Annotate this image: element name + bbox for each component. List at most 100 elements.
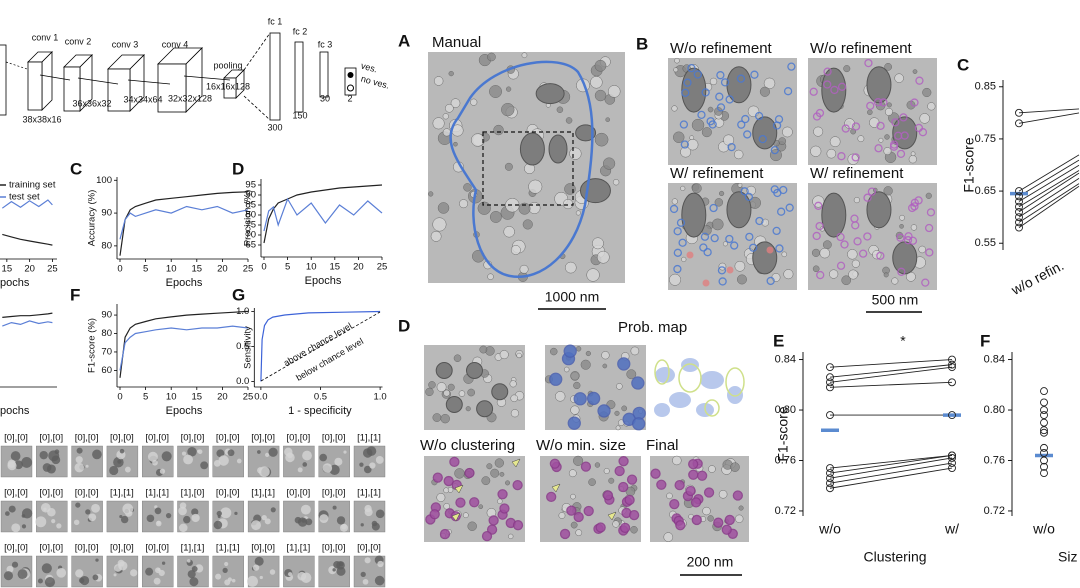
texture — [663, 532, 674, 542]
texture — [147, 451, 158, 462]
label: [1],[1] — [357, 488, 381, 499]
marker — [686, 251, 694, 259]
pair-line — [1018, 177, 1080, 218]
texture — [922, 87, 932, 98]
texture — [425, 387, 434, 397]
pair-line — [1018, 170, 1080, 208]
marker — [864, 58, 873, 68]
texture — [910, 224, 918, 231]
label: 0.55 — [975, 237, 996, 249]
texture — [155, 520, 162, 527]
marker — [897, 267, 906, 276]
label: [1],[1] — [145, 488, 169, 499]
texture — [857, 135, 865, 143]
texture — [269, 569, 276, 575]
marker — [755, 216, 764, 226]
data-point — [1040, 411, 1048, 420]
texture — [465, 406, 471, 412]
marker — [891, 118, 900, 127]
marker — [750, 70, 759, 79]
organelle — [681, 192, 707, 238]
texture — [673, 67, 679, 73]
marker — [617, 357, 631, 371]
label: 70 — [101, 346, 112, 357]
marker — [716, 103, 726, 112]
label: w/o — [1032, 521, 1055, 537]
marker — [690, 497, 702, 508]
texture — [501, 102, 515, 117]
texture — [737, 182, 743, 188]
series-line — [260, 310, 381, 382]
organelle — [821, 67, 847, 113]
texture — [302, 462, 308, 467]
texture — [733, 149, 744, 160]
pair-line — [829, 454, 953, 469]
manual-outline — [449, 60, 594, 279]
organelle — [491, 383, 509, 401]
texture — [564, 261, 577, 274]
marker — [512, 520, 524, 531]
label: [0],[0] — [145, 543, 169, 554]
marker — [889, 142, 899, 151]
texture — [443, 389, 451, 397]
texture — [158, 569, 165, 577]
texture — [908, 155, 917, 164]
data-point — [1015, 218, 1023, 227]
texture — [288, 572, 293, 577]
label: 5 — [143, 392, 148, 403]
texture — [124, 466, 131, 473]
label: 90 — [101, 208, 112, 219]
marker — [730, 241, 739, 250]
label: [0],[0] — [39, 433, 63, 444]
texture — [21, 514, 26, 518]
texture — [616, 383, 623, 390]
output-node — [347, 84, 354, 92]
texture — [494, 458, 504, 468]
texture — [186, 559, 191, 563]
marker — [618, 456, 629, 467]
kernel — [77, 77, 119, 85]
texture — [73, 519, 80, 526]
fc-layer — [269, 32, 281, 121]
marker — [858, 249, 868, 258]
label: [1],[1] — [216, 543, 240, 554]
marker — [563, 344, 577, 358]
texture — [602, 157, 616, 170]
marker — [673, 264, 682, 274]
marker — [678, 238, 687, 247]
kernel — [5, 61, 37, 73]
marker — [873, 98, 883, 107]
texture — [867, 109, 873, 116]
label: conv 2 — [65, 36, 92, 46]
texture — [178, 506, 187, 516]
texture — [714, 107, 723, 116]
marker — [851, 221, 860, 230]
chance-line — [260, 311, 381, 382]
texture — [74, 462, 85, 473]
marker — [583, 505, 594, 517]
data-point — [1015, 197, 1023, 206]
texture — [590, 76, 603, 89]
texture — [519, 264, 529, 274]
texture — [829, 269, 839, 279]
data-point — [948, 355, 956, 364]
texture — [588, 478, 596, 486]
patch — [283, 500, 315, 533]
label: ves. — [360, 61, 379, 75]
texture — [851, 259, 860, 268]
texture — [470, 98, 478, 106]
texture — [11, 561, 19, 568]
texture — [41, 563, 52, 574]
marker — [876, 251, 885, 260]
texture — [257, 450, 261, 454]
cluster — [678, 363, 702, 393]
texture — [925, 192, 932, 199]
texture — [181, 451, 187, 456]
label: w/ — [944, 521, 959, 537]
marker — [815, 221, 824, 231]
texture — [300, 504, 311, 515]
texture — [884, 107, 893, 116]
label: F — [980, 331, 990, 350]
texture — [120, 515, 129, 524]
label: C — [957, 55, 969, 74]
